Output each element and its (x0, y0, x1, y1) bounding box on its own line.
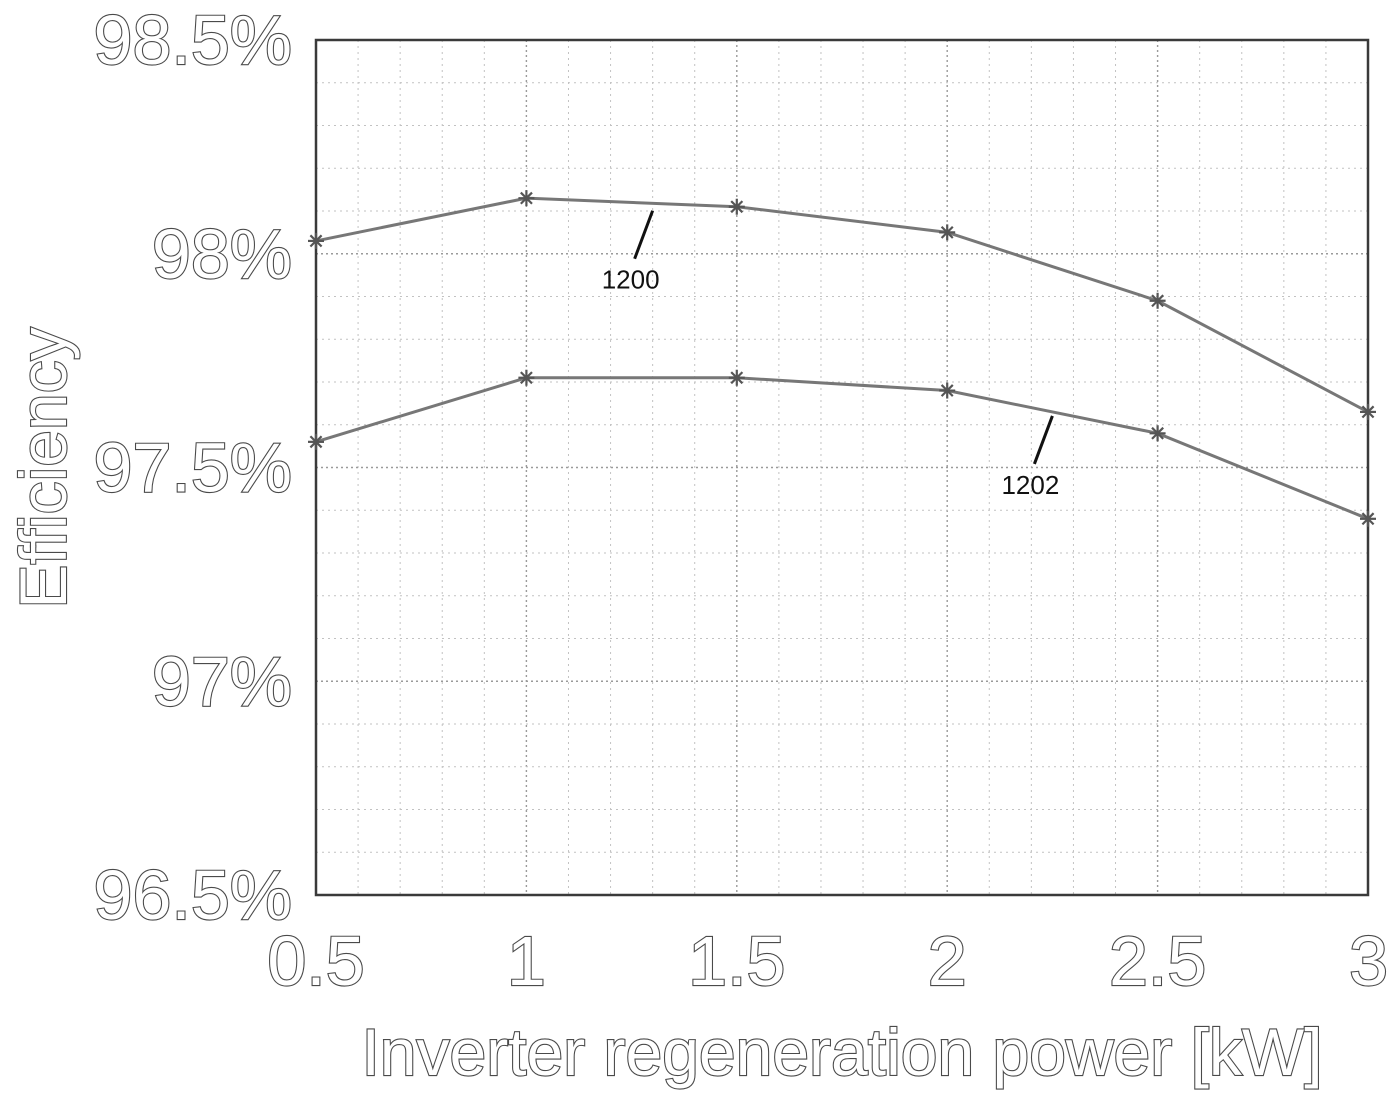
x-tick-label: 2 (928, 922, 967, 1000)
data-point-marker (308, 433, 324, 450)
series-line-2 (315, 376, 1369, 521)
x-tick-label: 2.5 (1109, 922, 1206, 1000)
data-point-marker (1149, 425, 1166, 442)
annotation-leader-line (1032, 415, 1054, 465)
data-point-marker (308, 232, 324, 249)
x-tick-label: 3 (1349, 922, 1388, 1000)
data-point-marker (518, 369, 535, 386)
annotation-label: 1200 (602, 265, 660, 295)
y-tick-label: 98.5% (94, 1, 292, 79)
y-tick-labels: 96.5% 97% 97.5% 98% 98.5% (92, 0, 293, 935)
y-tick-label: 97% (152, 642, 292, 720)
annotation-leader-line (633, 210, 655, 260)
data-point-marker (728, 198, 745, 215)
y-axis-label: Efficiency (6, 327, 80, 608)
grid (316, 40, 1368, 895)
series-line-1 (315, 196, 1369, 414)
x-tick-label: 1 (507, 922, 546, 1000)
data-point-marker (939, 224, 956, 241)
y-tick-label: 98% (152, 215, 292, 293)
data-point-marker (1149, 292, 1166, 309)
data-point-marker (939, 382, 956, 399)
series-group (315, 196, 1369, 521)
annotation-label: 1202 (1001, 470, 1059, 500)
data-point-marker (518, 190, 535, 207)
y-tick-label: 96.5% (94, 856, 292, 934)
x-tick-label: 0.5 (267, 922, 364, 1000)
x-tick-labels: 0.5 1 1.5 2 2.5 3 (266, 921, 1389, 1001)
data-point-marker (1360, 510, 1376, 527)
x-tick-label: 1.5 (688, 922, 785, 1000)
plot-frame (314, 38, 1370, 897)
marker-group (308, 190, 1376, 527)
x-axis-label: Inverter regeneration power [kW] (361, 1015, 1322, 1089)
data-point-marker (728, 369, 745, 386)
annotation-group: 1200 1202 (602, 210, 1059, 500)
data-point-marker (1360, 403, 1376, 420)
y-tick-label: 97.5% (94, 429, 292, 507)
